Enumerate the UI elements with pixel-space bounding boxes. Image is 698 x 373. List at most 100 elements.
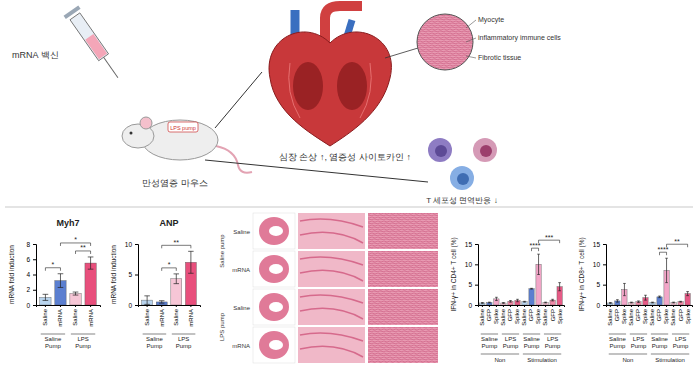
y-tick-mark [475, 305, 478, 306]
zoom-tile [298, 327, 365, 363]
x-tick-label: Saline [500, 308, 506, 325]
group-label: SalinePump [651, 336, 668, 349]
x-tick-label: GFP [528, 309, 534, 321]
y-tick: 0 [468, 302, 478, 309]
y-tick-mark [475, 264, 478, 265]
group-line [651, 334, 668, 335]
y-tick: 5 [596, 281, 606, 288]
magnified-tile [368, 251, 438, 287]
y-tick-label: 4 [26, 271, 30, 278]
error-bar [538, 254, 539, 274]
error-bar [489, 302, 490, 304]
bar [70, 294, 81, 305]
section-tile [253, 213, 295, 249]
x-tick-mark [552, 305, 553, 307]
x-axis-line [139, 306, 201, 308]
error-cap [537, 274, 540, 275]
group-label: LPSPump [631, 336, 647, 349]
x-tick: Spike [535, 305, 541, 324]
y-tick-label: 15 [465, 241, 473, 248]
error-cap [159, 303, 164, 304]
error-bar [75, 292, 76, 295]
y-tick: 0 [26, 302, 36, 309]
error-cap [516, 301, 519, 302]
y-tick-label: 10 [593, 261, 601, 268]
x-tick-mark [531, 305, 532, 307]
x-axis: SalineGFPSpikeSalineGFPSpikeSalineGFPSpi… [607, 305, 693, 326]
group-line [630, 334, 647, 335]
error-cap [609, 302, 612, 303]
x-tick-label: Saline [607, 308, 613, 325]
error-bar [510, 301, 511, 303]
y-axis: 0510 [125, 241, 139, 309]
group-line [172, 334, 196, 335]
x-tick-mark [60, 305, 61, 307]
error-bar [617, 300, 618, 302]
bar-chart: ANPmRNA fold induction0510SalinemRNASali… [110, 218, 201, 349]
section-tile [253, 327, 295, 363]
bar [608, 303, 613, 305]
error-cap [174, 273, 179, 274]
chart-title: ANP [159, 218, 178, 228]
bar [501, 303, 506, 305]
bar [522, 302, 527, 305]
error-cap [672, 302, 675, 303]
error-bar [147, 296, 148, 305]
y-tick: 6 [26, 256, 36, 263]
error-bar [60, 274, 61, 288]
error-cap [651, 302, 654, 303]
group-line [143, 334, 167, 335]
group-line [41, 334, 65, 335]
x-tick-label: GFP [678, 309, 684, 321]
cell-nucleus [480, 145, 492, 157]
error-bar [90, 257, 91, 269]
y-axis-line [33, 245, 37, 306]
cell-nucleus [457, 173, 469, 185]
error-cap [537, 254, 540, 255]
error-bar [666, 258, 667, 282]
error-bar [659, 296, 660, 298]
x-tick: Spike [557, 305, 563, 324]
x-tick-mark [645, 305, 646, 307]
error-bar [531, 288, 532, 290]
bar-chart: IFN-γ+ in CD4+ T cell (%)051015SalineGFP… [450, 234, 565, 363]
group-label: LPSPump [545, 336, 561, 349]
error-cap [623, 295, 626, 296]
figure: mRNA 백신LPS pump만성염증 마우스Myocyteinflammato… [0, 0, 698, 373]
x-tick-mark [652, 305, 653, 307]
group-line [672, 334, 689, 335]
figure-svg: mRNA 백신LPS pump만성염증 마우스Myocyteinflammato… [0, 0, 698, 373]
supergroup-label: Non [494, 357, 505, 363]
bar [657, 297, 662, 305]
y-tick-mark [33, 290, 36, 291]
bar [529, 289, 534, 305]
chamber [293, 62, 323, 110]
error-cap [644, 300, 647, 301]
syringe-liquid [85, 34, 107, 59]
error-cap [523, 302, 526, 303]
callout-pointer [466, 20, 476, 28]
error-bar [673, 302, 674, 304]
tissue-fold [300, 295, 363, 319]
mouse-ear [140, 117, 152, 129]
y-tick-mark [135, 305, 138, 306]
x-tick: GFP [486, 305, 492, 321]
error-cap [637, 302, 640, 303]
y-axis-line [475, 245, 479, 306]
x-tick: Saline [607, 305, 613, 326]
bar [508, 301, 513, 305]
error-cap [495, 300, 498, 301]
y-tick: 0 [128, 302, 138, 309]
error-cap [679, 301, 682, 302]
x-tick-mark [489, 305, 490, 307]
supergroup-line [523, 354, 561, 355]
supergroup-label: Stimulation [527, 357, 557, 363]
x-tick-label: GFP [614, 309, 620, 321]
x-tick-mark [147, 305, 148, 307]
x-axis: SalineGFPSpikeSalineGFPSpikeSalineGFPSpi… [479, 305, 565, 326]
significance-label: * [74, 236, 77, 243]
heart [269, 6, 391, 146]
error-bar [645, 295, 646, 300]
error-cap [174, 283, 179, 284]
error-bar [559, 283, 560, 291]
